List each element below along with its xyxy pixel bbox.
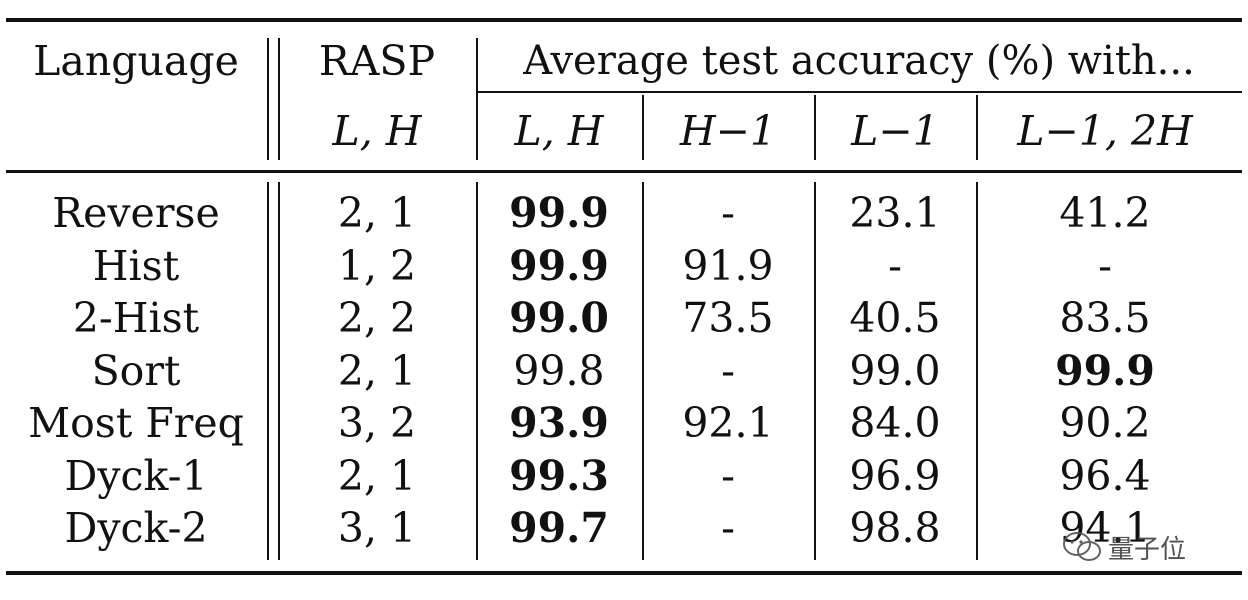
- vline-sub-2: [814, 95, 816, 160]
- row-accuracy-cell: -: [721, 504, 735, 552]
- row-accuracy-cell: -: [1098, 241, 1112, 290]
- table-subheader-rule: [477, 91, 1242, 93]
- row-accuracy-cell: 83.5: [1059, 294, 1151, 342]
- row-accuracy-cell: 99.8: [513, 346, 605, 395]
- row-language: Sort: [91, 346, 181, 395]
- row-rasp-lh: 3, 2: [337, 399, 417, 447]
- double-vline-body-a: [267, 182, 269, 560]
- header-rasp: RASP: [318, 37, 436, 85]
- wechat-logo-icon: [1063, 532, 1101, 561]
- vline-body-2: [814, 182, 816, 560]
- row-accuracy-cell: 99.7: [509, 504, 609, 552]
- vline-body-3: [976, 182, 978, 560]
- vline-body-1: [642, 182, 644, 560]
- double-vline-left-a: [267, 38, 269, 160]
- row-accuracy-cell: 99.9: [509, 189, 609, 237]
- table-bottom-rule: [6, 571, 1242, 575]
- watermark: 量子位: [1062, 528, 1212, 566]
- row-accuracy-cell: 99.9: [509, 241, 609, 290]
- row-rasp-lh: 1, 2: [337, 241, 417, 290]
- row-accuracy-cell: 23.1: [849, 189, 941, 237]
- row-rasp-lh: 2, 1: [337, 189, 417, 237]
- row-accuracy-cell: -: [721, 189, 735, 237]
- row-accuracy-cell: 92.1: [682, 399, 774, 447]
- row-rasp-lh: 2, 1: [337, 451, 417, 500]
- row-accuracy-cell: 99.0: [509, 294, 609, 342]
- row-language: Dyck-2: [64, 504, 208, 552]
- row-accuracy-cell: 91.9: [682, 241, 774, 290]
- double-vline-body-b: [278, 182, 280, 560]
- row-rasp-lh: 2, 1: [337, 346, 417, 395]
- row-language: 2-Hist: [72, 294, 200, 342]
- header-language: Language: [33, 37, 239, 85]
- header-rasp-lh: L, H: [332, 107, 422, 155]
- row-accuracy-cell: 98.8: [849, 504, 941, 552]
- vline-sub-1: [642, 95, 644, 160]
- row-language: Reverse: [52, 189, 220, 237]
- row-accuracy-cell: 84.0: [849, 399, 941, 447]
- row-accuracy-cell: -: [721, 451, 735, 500]
- header-col-l-minus-1-2h: L−1, 2H: [1017, 107, 1193, 155]
- header-col-l-minus-1: L−1: [851, 107, 939, 155]
- row-accuracy-cell: 99.0: [849, 346, 941, 395]
- header-col-h-minus-1: H−1: [679, 107, 777, 155]
- vline-sub-3: [976, 95, 978, 160]
- watermark-text: 量子位: [1108, 534, 1187, 565]
- row-accuracy-cell: 41.2: [1059, 189, 1151, 237]
- row-rasp-lh: 3, 1: [337, 504, 417, 552]
- vline-rasp-body: [476, 182, 478, 560]
- header-average-accuracy: Average test accuracy (%) with...: [523, 38, 1195, 84]
- row-accuracy-cell: -: [888, 241, 902, 290]
- table-top-rule: [6, 18, 1242, 22]
- row-language: Hist: [92, 241, 180, 290]
- row-accuracy-cell: 94.1: [1059, 504, 1151, 552]
- row-accuracy-cell: 99.3: [509, 451, 609, 500]
- vline-rasp-header: [476, 38, 478, 160]
- table-header-rule: [6, 170, 1242, 173]
- row-accuracy-cell: 90.2: [1059, 399, 1151, 447]
- header-col-lh: L, H: [514, 107, 604, 155]
- row-accuracy-cell: 93.9: [509, 399, 609, 447]
- row-rasp-lh: 2, 2: [337, 294, 417, 342]
- row-accuracy-cell: 96.9: [849, 451, 941, 500]
- row-language: Most Freq: [28, 399, 244, 447]
- row-accuracy-cell: 73.5: [682, 294, 774, 342]
- row-accuracy-cell: 96.4: [1059, 451, 1151, 500]
- double-vline-left-b: [278, 38, 280, 160]
- row-accuracy-cell: 40.5: [849, 294, 941, 342]
- row-accuracy-cell: -: [721, 346, 735, 395]
- row-language: Dyck-1: [64, 451, 208, 500]
- row-accuracy-cell: 99.9: [1055, 346, 1155, 395]
